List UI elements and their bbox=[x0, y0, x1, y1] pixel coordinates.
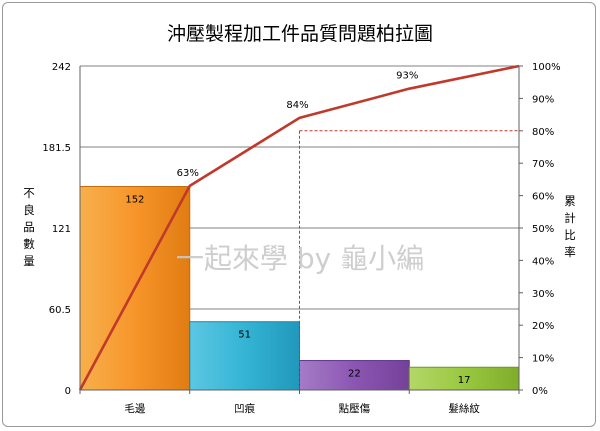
y-tick-label: 181.5 bbox=[42, 143, 71, 154]
y2-tick-label: 30% bbox=[532, 289, 554, 300]
bar-value-label: 152 bbox=[125, 194, 144, 205]
y2-tick-label: 0% bbox=[532, 386, 548, 397]
y2-tick-label: 40% bbox=[532, 256, 554, 267]
y2-tick-label: 80% bbox=[532, 127, 554, 138]
y2-tick-label: 50% bbox=[532, 224, 554, 235]
chart-title: 沖壓製程加工件品質問題柏拉圖 bbox=[167, 23, 433, 45]
axis-title-char: 比 bbox=[564, 228, 576, 242]
y2-tick-label: 20% bbox=[532, 321, 554, 332]
x-tick-label: 毛邊 bbox=[124, 402, 145, 415]
watermark: 一起來學 by 龜小編 bbox=[176, 242, 424, 275]
x-tick-label: 點壓傷 bbox=[339, 402, 371, 415]
y-tick-label: 121 bbox=[52, 224, 71, 235]
y2-tick-label: 70% bbox=[532, 159, 554, 170]
axis-title-char: 良 bbox=[23, 203, 35, 217]
axis-title-char: 數 bbox=[23, 237, 35, 251]
cumulative-line-path bbox=[78, 64, 520, 391]
axis-title-char: 不 bbox=[23, 186, 35, 200]
bar bbox=[189, 321, 300, 391]
axis-title-char: 計 bbox=[564, 211, 576, 225]
axis-title-char: 品 bbox=[23, 220, 35, 234]
cumulative-label: 63% bbox=[177, 168, 199, 179]
axis-title-char: 量 bbox=[23, 254, 35, 268]
axis-title-char: 率 bbox=[564, 245, 576, 259]
y2-tick-label: 60% bbox=[532, 192, 554, 203]
x-tick-label: 凹痕 bbox=[234, 402, 255, 415]
cumulative-line bbox=[78, 64, 520, 391]
reference-line bbox=[299, 130, 519, 390]
y-tick-label: 0 bbox=[65, 386, 71, 397]
x-tick-label: 髮絲紋 bbox=[448, 402, 480, 415]
y-tick-label: 60.5 bbox=[49, 305, 71, 316]
y-tick-label: 242 bbox=[52, 62, 71, 73]
y2-tick-label: 90% bbox=[532, 94, 554, 105]
cumulative-label: 84% bbox=[286, 100, 308, 111]
cumulative-label: 93% bbox=[396, 71, 418, 82]
bar-value-label: 51 bbox=[238, 330, 251, 341]
y2-tick-label: 100% bbox=[532, 62, 561, 73]
y2-tick-label: 10% bbox=[532, 354, 554, 365]
bar-value-label: 17 bbox=[458, 375, 471, 386]
bar bbox=[299, 360, 410, 391]
bar-value-label: 22 bbox=[348, 369, 361, 380]
axis-title-char: 累 bbox=[564, 194, 576, 208]
axes: 0 60.5 121 181.5 242 0% 10% 20% 30% 40% 50% 60% 70% 8… bbox=[42, 62, 560, 415]
